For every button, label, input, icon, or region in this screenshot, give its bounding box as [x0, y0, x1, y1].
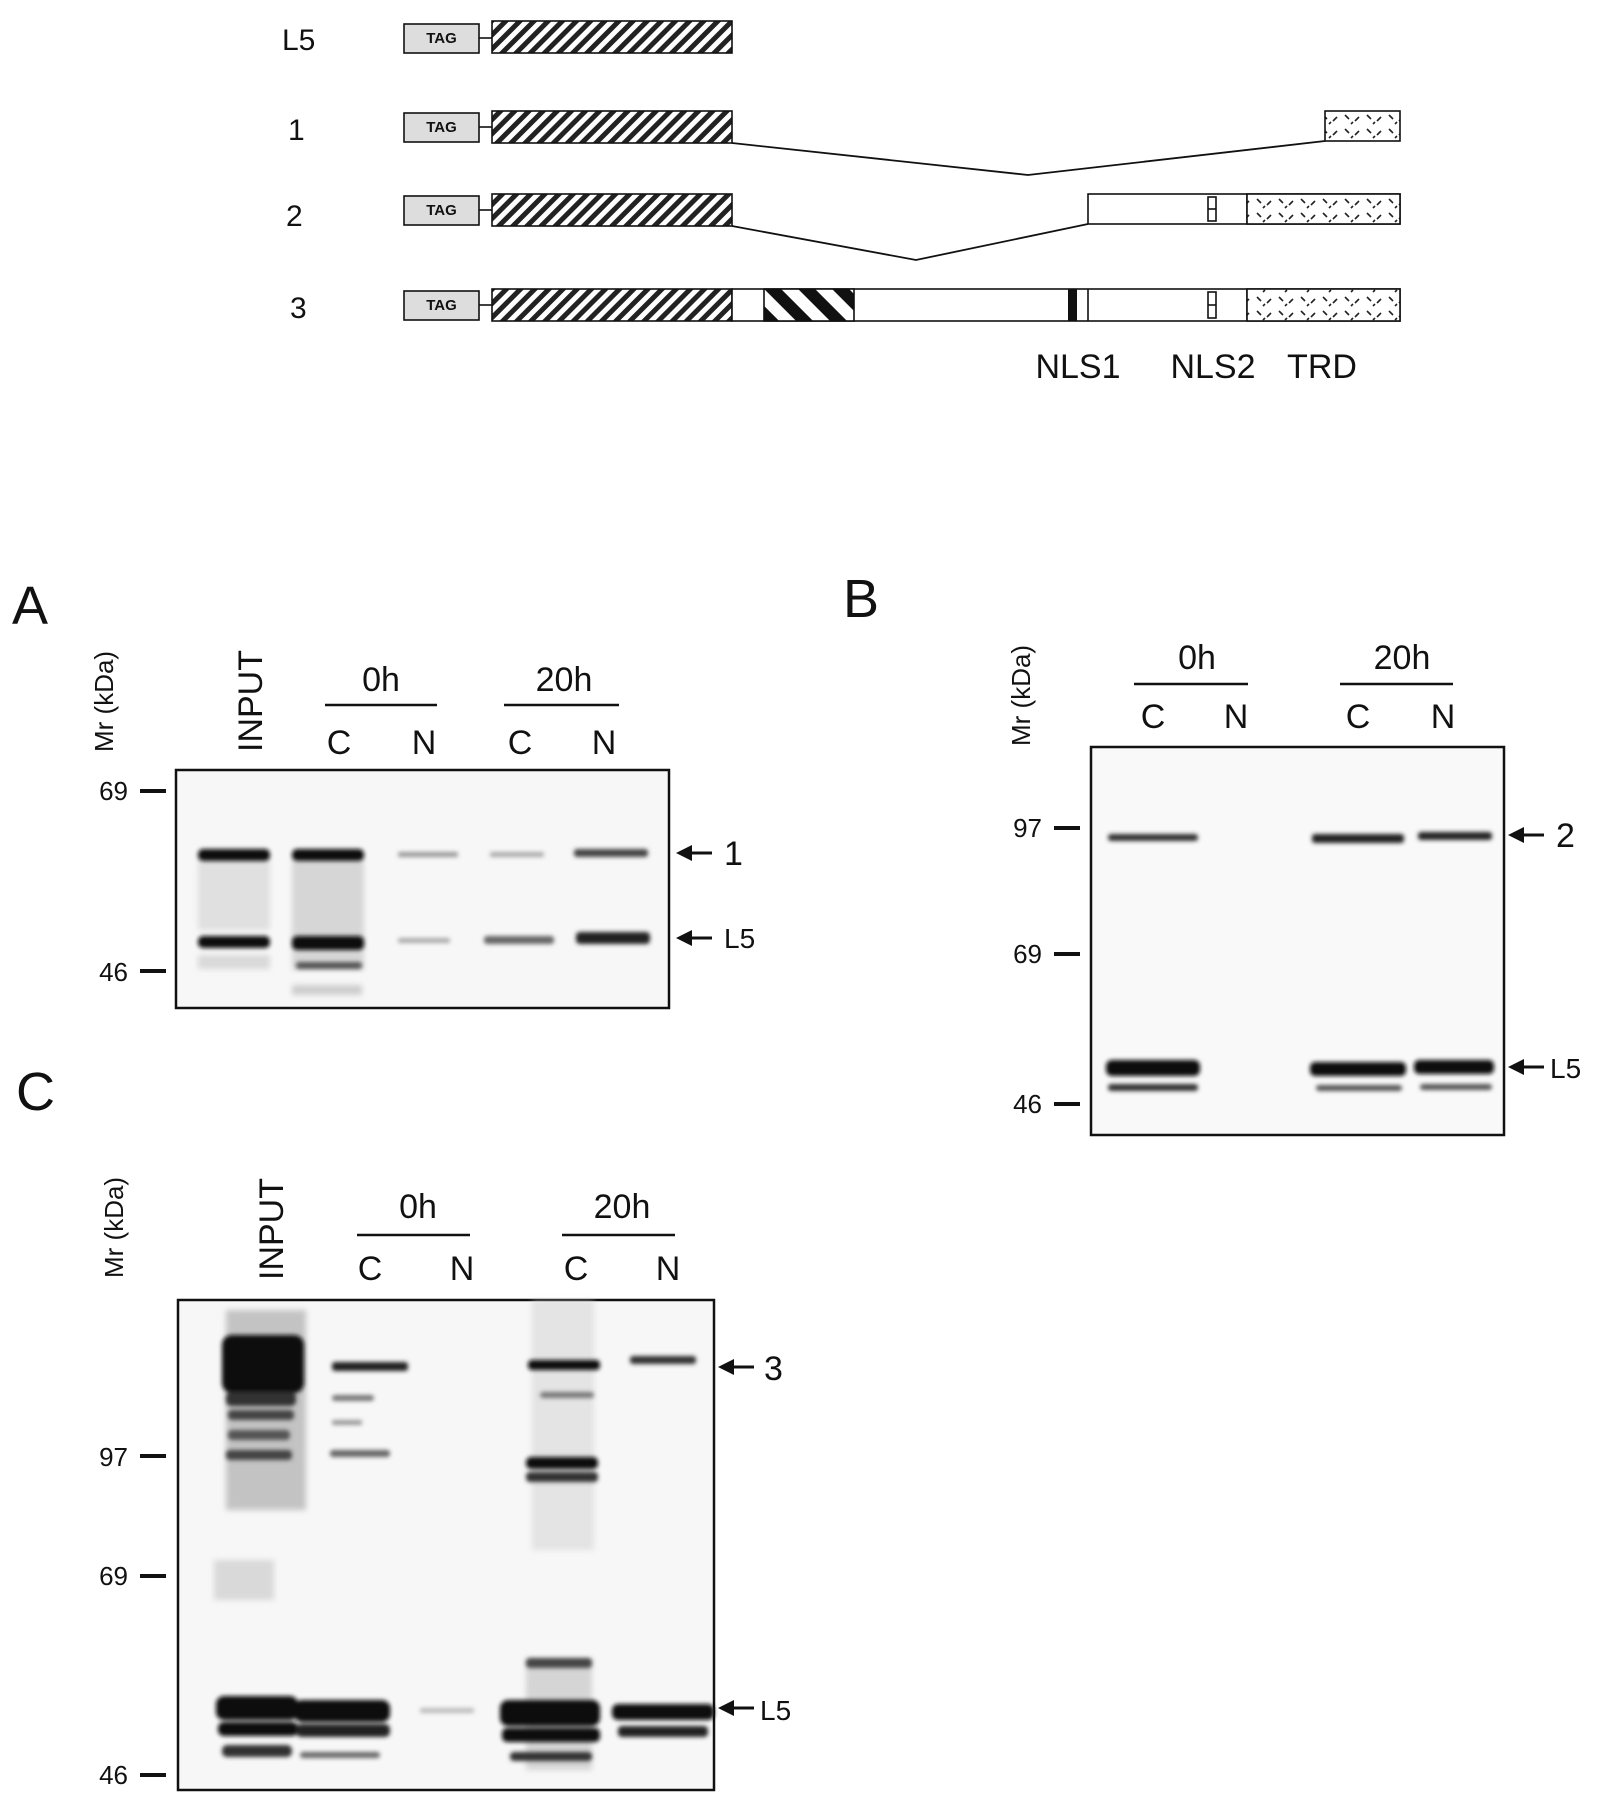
trd-domain — [1246, 193, 1401, 225]
axis-label: Mr (kDa) — [1006, 645, 1036, 746]
construct-row-2: TAG — [403, 193, 1401, 261]
marker-69: 69 — [99, 776, 128, 806]
tag-label: TAG — [426, 30, 457, 47]
gel-a-bands — [198, 849, 650, 969]
construct-diagram: L5 TAG 1 TAG 2 TAG — [282, 20, 1401, 386]
panel-c: C Mr (kDa) INPUT 0h 20h C N C N 97 69 46 — [16, 1062, 791, 1792]
arrow-label-l5: L5 — [1550, 1053, 1581, 1084]
gel-b-bands — [1106, 832, 1494, 1091]
construct-row-l5: TAG — [403, 20, 733, 54]
input-lane-label: INPUT — [253, 1178, 291, 1280]
gel-a-smears — [198, 860, 364, 995]
gel-b — [1089, 745, 1506, 1137]
tag-box — [403, 195, 480, 226]
tag-label: TAG — [426, 119, 457, 136]
arrow-label-1: 1 — [724, 835, 743, 873]
arrow-label-2: 2 — [1556, 817, 1575, 855]
tag-label: TAG — [426, 297, 457, 314]
construct-label-2: 2 — [286, 200, 303, 233]
hatched-domain — [491, 110, 733, 144]
lane-label: C — [564, 1250, 589, 1288]
axis-label: Mr (kDa) — [99, 1177, 129, 1278]
tag-box — [403, 23, 480, 54]
lane-label: N — [412, 724, 437, 762]
lane-label: C — [1141, 698, 1166, 736]
arrow-label-l5: L5 — [724, 923, 755, 954]
timepoint-20h: 20h — [594, 1188, 651, 1226]
marker-69: 69 — [99, 1561, 128, 1591]
tag-box — [403, 112, 480, 143]
lane-label: N — [1224, 698, 1249, 736]
construct-label-1: 1 — [288, 114, 305, 147]
construct-label-l5: L5 — [282, 24, 315, 57]
gel-c-bands — [216, 1335, 714, 1761]
timepoint-0h: 0h — [362, 661, 400, 699]
timepoint-0h: 0h — [399, 1188, 437, 1226]
panel-letter-b: B — [843, 569, 879, 629]
lane-label: N — [592, 724, 617, 762]
label-nls2: NLS2 — [1170, 348, 1255, 386]
lane-label: C — [327, 724, 352, 762]
arrow-label-3: 3 — [764, 1350, 783, 1388]
lane-label: N — [656, 1250, 681, 1288]
lane-label: C — [508, 724, 533, 762]
construct-label-3: 3 — [290, 292, 307, 325]
label-trd: TRD — [1287, 348, 1357, 386]
trd-domain — [1324, 110, 1401, 142]
panel-a: A Mr (kDa) INPUT 0h 20h C N C N 69 46 — [12, 576, 755, 1010]
hatched-domain — [491, 193, 733, 227]
marker-97: 97 — [1013, 813, 1042, 843]
marker-46: 46 — [99, 1760, 128, 1790]
timepoint-0h: 0h — [1178, 639, 1216, 677]
arrow-label-l5: L5 — [760, 1695, 791, 1726]
timepoint-20h: 20h — [536, 661, 593, 699]
splice-line — [731, 140, 1326, 176]
label-nls1: NLS1 — [1035, 348, 1120, 386]
lane-label: C — [358, 1250, 383, 1288]
input-lane-label: INPUT — [232, 650, 270, 752]
wide-hatched-domain — [763, 288, 855, 322]
axis-label: Mr (kDa) — [89, 651, 119, 752]
construct-row-3: TAG — [403, 288, 1401, 322]
panel-letter-c: C — [16, 1062, 55, 1122]
panel-b: B Mr (kDa) 0h 20h C N C N 97 69 46 — [843, 569, 1581, 1137]
trd-domain — [1246, 288, 1401, 322]
marker-46: 46 — [99, 957, 128, 987]
nls1-marker — [1068, 289, 1077, 321]
gel-a — [174, 768, 671, 1010]
tag-box — [403, 290, 480, 321]
hatched-domain — [491, 288, 733, 322]
marker-97: 97 — [99, 1442, 128, 1472]
panel-letter-a: A — [12, 576, 48, 636]
tag-label: TAG — [426, 202, 457, 219]
lane-label: N — [1431, 698, 1456, 736]
lane-label: C — [1346, 698, 1371, 736]
marker-46: 46 — [1013, 1089, 1042, 1119]
splice-line — [731, 223, 1089, 261]
timepoint-20h: 20h — [1374, 639, 1431, 677]
construct-row-1: TAG — [403, 110, 1401, 176]
marker-69: 69 — [1013, 939, 1042, 969]
hatched-domain — [491, 20, 733, 54]
lane-label: N — [450, 1250, 475, 1288]
gel-c — [176, 1298, 716, 1792]
